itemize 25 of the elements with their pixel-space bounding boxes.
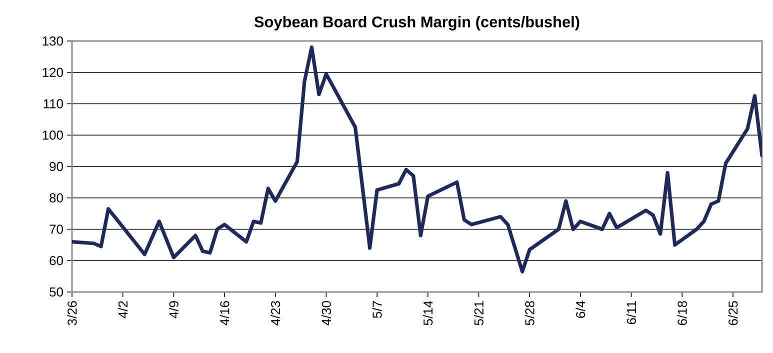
- y-tick-label: 110: [44, 99, 63, 108]
- x-tick-label: 4/16: [220, 301, 230, 326]
- x-tick-label: 3/26: [67, 301, 77, 326]
- x-tick-label: 5/7: [372, 301, 382, 318]
- x-tick-label: 6/11: [626, 301, 636, 324]
- x-tick-label: 4/9: [168, 301, 178, 318]
- y-tick-label: 70: [50, 224, 63, 234]
- y-tick-label: 50: [50, 287, 63, 297]
- x-tick-label: 6/25: [728, 301, 738, 326]
- x-tick-label: 6/4: [576, 300, 586, 318]
- y-tick-label: 80: [50, 193, 63, 202]
- x-tick-label: 5/28: [524, 301, 534, 326]
- x-tick-label: 4/23: [270, 301, 280, 326]
- x-tick-label: 5/14: [423, 300, 433, 326]
- chart-title: Soybean Board Crush Margin (cents/bushel): [254, 16, 580, 30]
- x-tick-label: 6/18: [677, 301, 687, 326]
- line-series: [72, 45, 762, 274]
- x-tick-label: 4/2: [118, 301, 128, 318]
- x-tick-label: 4/30: [321, 301, 331, 326]
- y-tick-label: 90: [50, 162, 63, 172]
- y-tick-label: 60: [50, 256, 63, 266]
- y-tick-label: 120: [42, 68, 63, 77]
- y-tick-label: 100: [42, 130, 63, 140]
- x-tick-label: 5/21: [474, 301, 484, 326]
- y-tick-label: 130: [42, 36, 63, 46]
